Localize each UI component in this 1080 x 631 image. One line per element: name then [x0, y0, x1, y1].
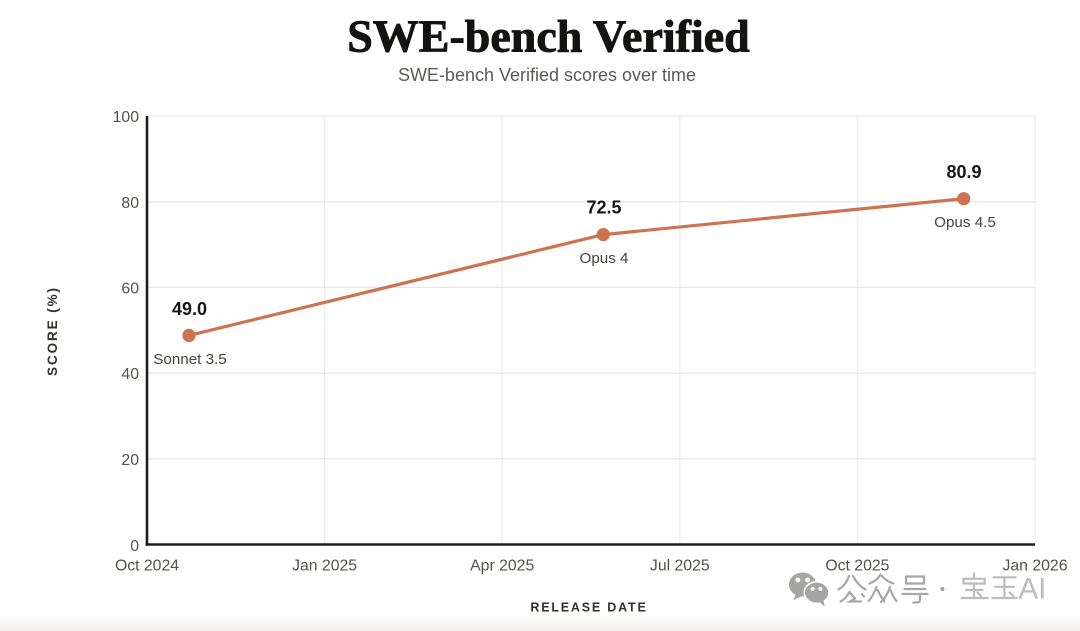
svg-text:72.5: 72.5: [586, 197, 621, 217]
svg-text:AI: AI: [1019, 573, 1047, 606]
svg-text:20: 20: [121, 452, 139, 469]
svg-text:40: 40: [121, 366, 139, 383]
svg-text:Opus 4.5: Opus 4.5: [934, 214, 996, 231]
svg-text:Sonnet 3.5: Sonnet 3.5: [153, 351, 226, 368]
svg-text:SCORE (%): SCORE (%): [45, 286, 60, 376]
svg-text:49.0: 49.0: [172, 299, 207, 319]
svg-text:RELEASE DATE: RELEASE DATE: [530, 601, 647, 615]
svg-text:Apr 2025: Apr 2025: [470, 558, 534, 575]
svg-text:80.9: 80.9: [946, 162, 981, 182]
svg-text:SWE-bench Verified scores over: SWE-bench Verified scores over time: [398, 65, 696, 85]
svg-text:100: 100: [113, 109, 140, 126]
svg-text:Oct 2024: Oct 2024: [115, 558, 179, 575]
svg-text:Jan 2025: Jan 2025: [292, 558, 357, 575]
svg-text:SWE-bench Verified: SWE-bench Verified: [347, 11, 750, 62]
svg-text:0: 0: [130, 538, 139, 555]
svg-text:80: 80: [121, 195, 139, 212]
svg-text:60: 60: [121, 281, 139, 298]
svg-text:Opus 4: Opus 4: [580, 250, 629, 267]
svg-text:Jul 2025: Jul 2025: [650, 558, 710, 575]
svg-text:Oct 2025: Oct 2025: [825, 558, 889, 575]
svg-text:Jan 2026: Jan 2026: [1002, 558, 1067, 575]
